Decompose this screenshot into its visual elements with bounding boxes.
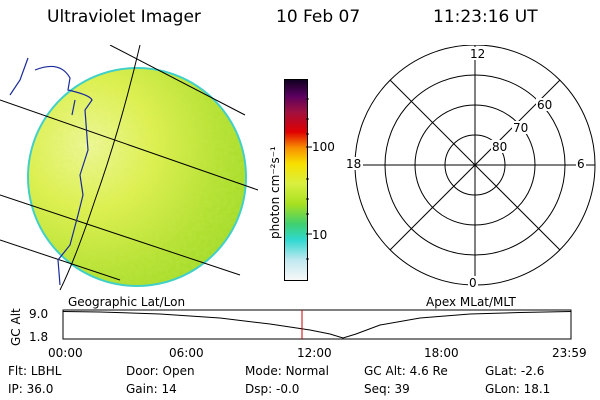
lat-label-70: 70 xyxy=(513,121,528,135)
uv-image-panel xyxy=(0,45,259,291)
lat-label-60: 60 xyxy=(537,98,552,112)
mlt-label-18: 18 xyxy=(346,157,361,171)
mlt-label-12: 12 xyxy=(470,47,485,61)
polar-plot: 12 18 6 0 60 70 80 xyxy=(345,45,596,290)
colorbar-ticks xyxy=(306,98,312,260)
status-seq: Seq: 39 xyxy=(364,382,410,396)
geographic-label: Geographic Lat/Lon xyxy=(68,295,186,309)
status-door: Door: Open xyxy=(126,364,195,378)
time-tick-0600: 06:00 xyxy=(169,346,204,360)
altitude-curve xyxy=(62,311,572,339)
colorbar-tick-10: 10 xyxy=(312,228,328,242)
time-tick-1200: 12:00 xyxy=(297,346,332,360)
status-gc-alt: GC Alt: 4.6 Re xyxy=(364,364,448,378)
status-dsp: Dsp: -0.0 xyxy=(245,382,300,396)
status-gain: Gain: 14 xyxy=(126,382,177,396)
altitude-ylabel: GC Alt xyxy=(9,308,23,346)
lat-label-80: 80 xyxy=(492,140,507,154)
geographic-grid-lines xyxy=(0,45,259,291)
uv-disk-texture xyxy=(29,69,245,285)
colorbar-tick-100: 100 xyxy=(312,140,335,154)
status-glat: GLat: -2.6 xyxy=(485,364,545,378)
status-flt: Flt: LBHL xyxy=(8,364,62,378)
status-ip: IP: 36.0 xyxy=(8,382,54,396)
mlt-label-0: 0 xyxy=(469,276,477,290)
mlt-label-6: 6 xyxy=(577,157,585,171)
altitude-plot xyxy=(62,309,572,340)
altitude-ytick-1-8: 1.8 xyxy=(29,330,49,344)
time-tick-0000: 00:00 xyxy=(48,346,83,360)
time-tick-2359: 23:59 xyxy=(552,346,587,360)
altitude-ytick-9: 9.0 xyxy=(29,307,49,321)
colorbar-unit-label: photon cm⁻²s⁻¹ xyxy=(268,146,282,239)
coastline xyxy=(9,57,93,286)
time-tick-1800: 18:00 xyxy=(424,346,459,360)
time-label: 11:23:16 UT xyxy=(433,7,538,27)
status-mode: Mode: Normal xyxy=(245,364,329,378)
instrument-title: Ultraviolet Imager xyxy=(47,7,201,27)
apex-label: Apex MLat/MLT xyxy=(426,295,516,309)
date-label: 10 Feb 07 xyxy=(276,7,361,27)
colorbar xyxy=(284,79,308,281)
status-glon: GLon: 18.1 xyxy=(485,382,551,396)
